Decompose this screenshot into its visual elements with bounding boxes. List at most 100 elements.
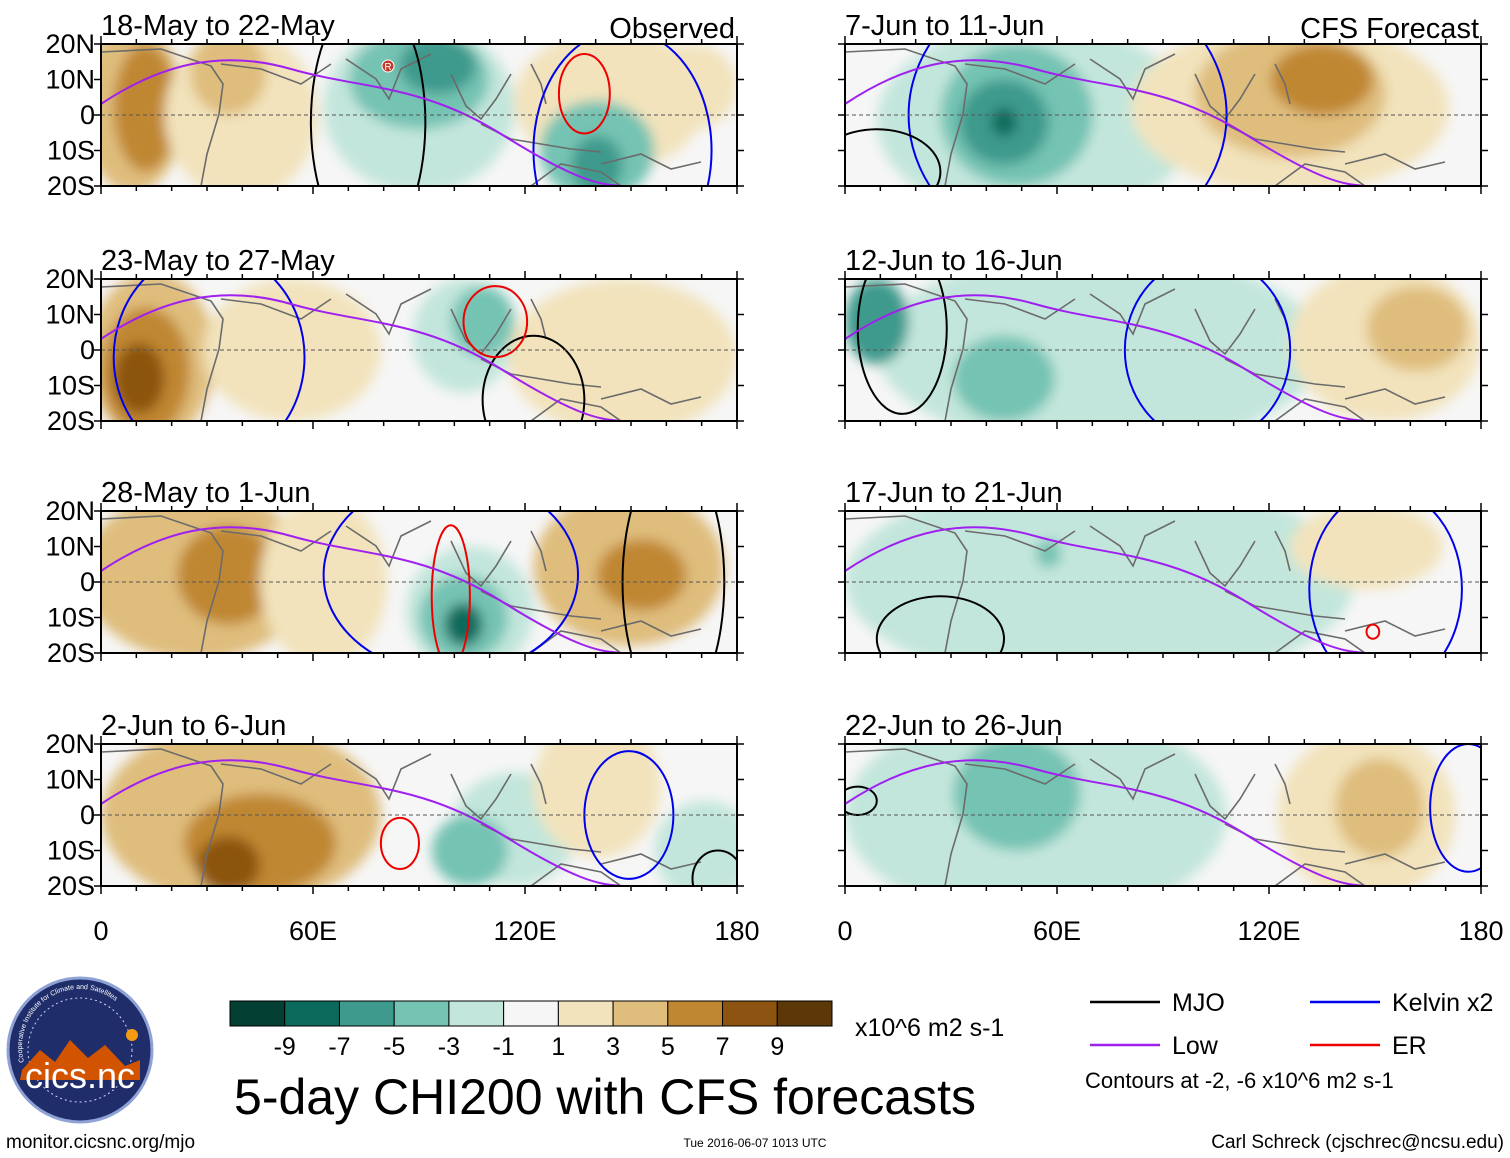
new-guinea-coast: [1344, 153, 1446, 170]
lat-label: 10S: [47, 371, 95, 401]
colorbar-tick-label: 1: [551, 1033, 565, 1061]
australia-coast: [530, 163, 622, 186]
map-panel: 20N 10N 0 10S 20S 2-Jun to 6-Jun: [45, 710, 744, 901]
panel-date-label: 23-May to 27-May: [101, 245, 335, 277]
wave-contours: [845, 511, 1463, 653]
panel-date-label: 18-May to 22-May: [101, 10, 335, 42]
chi200-anomaly-region: [399, 44, 477, 94]
india-coast: [1089, 53, 1176, 101]
chi200-anomaly-region: [991, 107, 1017, 137]
colorbar-tick-label: 3: [606, 1033, 620, 1061]
panel-date-label: 2-Jun to 6-Jun: [101, 710, 286, 742]
southeast-asia-coast: [1194, 773, 1256, 821]
lat-label: 10S: [47, 603, 95, 633]
panel-date-label: 17-Jun to 21-Jun: [845, 477, 1063, 509]
new-guinea-coast: [1344, 620, 1446, 637]
india-coast: [1089, 288, 1176, 336]
arabia-coast: [964, 530, 1076, 552]
lat-label: 10N: [45, 300, 95, 330]
colorbar-tick-label: -1: [493, 1033, 515, 1061]
africa-coast: [845, 48, 968, 186]
india-coast: [345, 753, 432, 801]
colorbar-units: x10^6 m2 s-1: [855, 1014, 1005, 1042]
chi200-anomaly-region: [1271, 44, 1373, 115]
australia-coast: [1274, 630, 1366, 653]
australia-coast: [1274, 863, 1366, 886]
legend-label: ER: [1392, 1032, 1427, 1060]
india-coast: [1089, 753, 1176, 801]
southeast-asia-coast: [1194, 308, 1256, 356]
lon-label: 0: [837, 916, 852, 946]
storm-marker-label: R: [384, 62, 391, 73]
mjo-contour: [481, 334, 586, 421]
colorbar-tick-label: -5: [383, 1033, 405, 1061]
southeast-asia-coast: [450, 73, 512, 121]
low-frequency-contour: [101, 59, 622, 186]
kel-contour: [1123, 279, 1292, 421]
er-contour: [1365, 623, 1381, 640]
colorbar-tick-label: 5: [661, 1033, 675, 1061]
lat-label: 0: [80, 100, 95, 130]
low-frequency-contour: [845, 59, 1366, 186]
lat-label: 20S: [47, 871, 95, 901]
colorbar-swatch: [612, 1000, 669, 1027]
logo-mountains: [20, 1040, 140, 1080]
logo-inner-ring: [27, 997, 133, 1103]
chi200-anomaly-region: [533, 744, 661, 858]
mjo-contour: [309, 44, 427, 186]
mjo-contour: [691, 849, 737, 886]
lat-label: 20N: [45, 29, 95, 59]
legend-label: Kelvin x2: [1392, 989, 1493, 1017]
new-guinea-coast: [1344, 853, 1446, 870]
africa-coast: [845, 515, 968, 653]
storm-marker: [381, 59, 395, 73]
low-frequency-contour: [845, 759, 1366, 886]
colorbar-swatch: [503, 1000, 559, 1027]
colorbar-tick-label: -3: [438, 1033, 460, 1061]
low-frequency-contour: [101, 526, 622, 653]
philippines-coast: [530, 63, 547, 105]
lat-label: 0: [80, 335, 95, 365]
logo-text: cics.nc: [25, 1055, 135, 1096]
colorbar-swatch: [448, 1000, 505, 1027]
lon-label: 0: [93, 916, 108, 946]
arabia-coast: [220, 530, 332, 552]
arabia-coast: [220, 63, 332, 85]
footer-date: Tue 2016-06-07 1013 UTC: [683, 1136, 827, 1150]
lon-label: 120E: [1237, 916, 1300, 946]
chi200-shading: [101, 511, 725, 653]
lat-label: 20N: [45, 264, 95, 294]
chi200-anomaly-region: [431, 815, 509, 886]
contour-note: Contours at -2, -6 x10^6 m2 s-1: [1085, 1068, 1394, 1093]
chi200-anomaly-region: [654, 800, 737, 886]
australia-coast: [1274, 398, 1366, 421]
chi200-anomaly-region: [196, 836, 260, 886]
lat-label: 10S: [47, 836, 95, 866]
new-guinea-coast: [600, 388, 702, 405]
mjo-contour: [875, 595, 1005, 653]
coastlines: [845, 515, 1446, 653]
chi200-anomaly-region: [1366, 286, 1469, 372]
colorbar-swatch: [776, 1000, 833, 1027]
southeast-asia-coast: [1194, 540, 1256, 588]
colorbar-swatch: [667, 1000, 724, 1027]
coastlines: [101, 48, 702, 186]
footer-credit: Carl Schreck (cjschrec@ncsu.edu): [1211, 1132, 1504, 1153]
logo-sun: [126, 1029, 138, 1041]
india-coast: [1089, 520, 1176, 568]
australia-coast: [530, 398, 622, 421]
chi200-anomaly-region: [953, 335, 1055, 421]
panel-date-label: 12-Jun to 16-Jun: [845, 245, 1063, 277]
arabia-coast: [964, 298, 1076, 320]
chi200-anomaly-region: [113, 44, 178, 172]
new-guinea-coast: [600, 853, 702, 870]
chi200-anomaly-region: [845, 279, 909, 365]
chi200-shading: [101, 744, 737, 886]
panel-date-label: 22-Jun to 26-Jun: [845, 710, 1063, 742]
lon-label: 180: [1458, 916, 1503, 946]
legend-label: MJO: [1172, 989, 1225, 1017]
er-contour: [557, 52, 611, 135]
lat-label: 10N: [45, 765, 95, 795]
mjo-contour: [856, 279, 948, 415]
